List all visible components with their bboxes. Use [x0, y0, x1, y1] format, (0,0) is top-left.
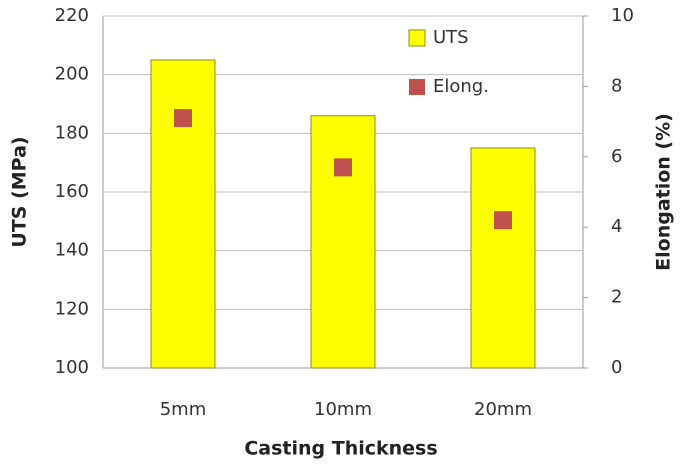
y-tick-label: 160 — [55, 181, 89, 202]
y-tick-label: 100 — [55, 357, 89, 378]
legend-label: UTS — [433, 27, 469, 48]
marker — [334, 158, 352, 177]
legend-swatch — [409, 79, 425, 95]
y2-tick-label: 0 — [611, 357, 622, 378]
y2-tick-label: 2 — [611, 287, 622, 308]
x-axis-title: Casting Thickness — [244, 438, 437, 460]
y-tick-label: 200 — [55, 64, 89, 85]
legend-swatch — [408, 29, 426, 47]
bar — [470, 147, 536, 369]
x-tick-label: 20mm — [474, 399, 532, 420]
y2-tick-label: 8 — [611, 75, 622, 96]
y-tick-label: 140 — [55, 240, 89, 261]
y-axis-title: UTS (MPa) — [9, 136, 31, 247]
y-tick-label: 120 — [55, 298, 89, 319]
y2-tick-label: 10 — [611, 5, 634, 26]
y-tick-label: 220 — [55, 5, 89, 26]
marker — [174, 109, 192, 128]
y2-tick-label: 6 — [611, 146, 622, 167]
y-tick-label: 180 — [55, 122, 89, 143]
legend-label: Elong. — [433, 76, 489, 97]
y2-axis-title: Elongation (%) — [653, 113, 675, 271]
marker — [494, 211, 512, 230]
x-tick-label: 5mm — [160, 399, 207, 420]
y2-tick-label: 4 — [611, 216, 622, 237]
bar — [150, 59, 216, 369]
bar — [310, 115, 376, 369]
x-tick-label: 10mm — [314, 399, 372, 420]
